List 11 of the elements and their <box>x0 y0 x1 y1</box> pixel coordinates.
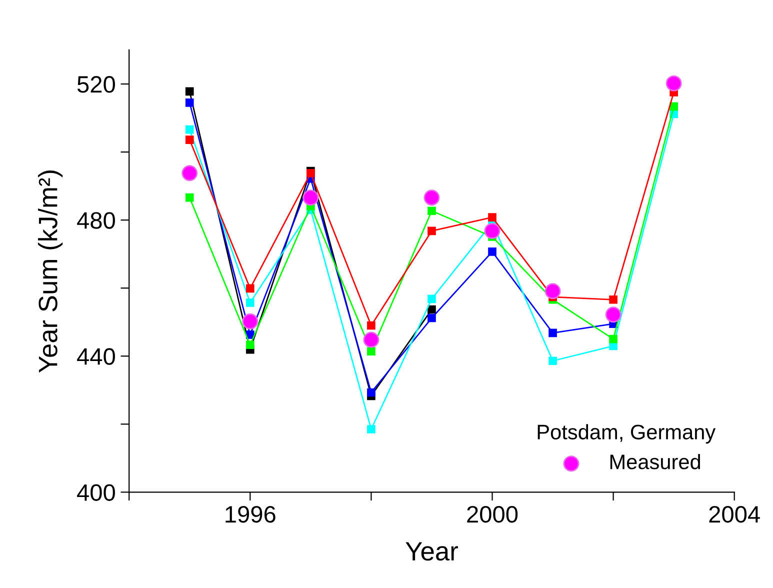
x-tick-label: 2004 <box>709 506 760 523</box>
x-tick-label: 1996 <box>226 506 276 523</box>
x-axis-title: Year <box>406 542 458 561</box>
legend-label: Measured <box>610 454 700 470</box>
y-tick-label: 520 <box>77 76 115 93</box>
legend-title: Potsdam, Germany <box>538 424 716 444</box>
y-tick-label: 400 <box>77 484 115 501</box>
y-axis-title: Year Sum (kJ/m²) <box>38 170 63 373</box>
x-tick-label: 2000 <box>467 506 518 523</box>
y-tick-label: 480 <box>77 212 115 229</box>
y-tick-label: 440 <box>77 348 115 365</box>
